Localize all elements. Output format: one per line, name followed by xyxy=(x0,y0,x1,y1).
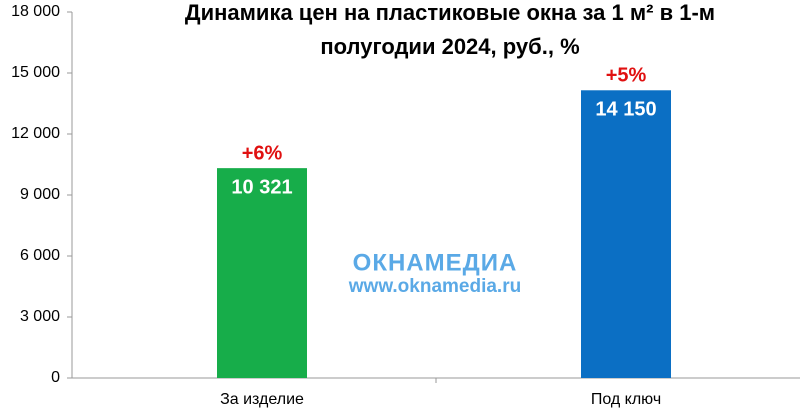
y-tick-label: 0 xyxy=(51,369,60,386)
x-tick-label: За изделие xyxy=(220,391,304,408)
x-tick-label: Под ключ xyxy=(591,391,661,408)
value-label: 10 321 xyxy=(231,176,292,198)
y-tick-label: 9 000 xyxy=(20,186,60,203)
y-tick-label: 18 000 xyxy=(11,3,60,20)
chart-title: полугодии 2024, руб., % xyxy=(320,34,579,59)
bar xyxy=(581,90,671,379)
y-tick-label: 12 000 xyxy=(11,125,60,142)
watermark-url: www.oknamedia.ru xyxy=(348,276,521,297)
y-tick-label: 6 000 xyxy=(20,247,60,264)
watermark-brand: ОКНАМЕДИА xyxy=(353,249,518,276)
chart-title: Динамика цен на пластиковые окна за 1 м²… xyxy=(185,0,715,25)
y-tick-label: 3 000 xyxy=(20,308,60,325)
change-label: +5% xyxy=(606,65,647,87)
y-tick-label: 15 000 xyxy=(11,64,60,81)
change-label: +6% xyxy=(242,142,283,164)
value-label: 14 150 xyxy=(595,99,656,121)
bar xyxy=(217,168,307,378)
